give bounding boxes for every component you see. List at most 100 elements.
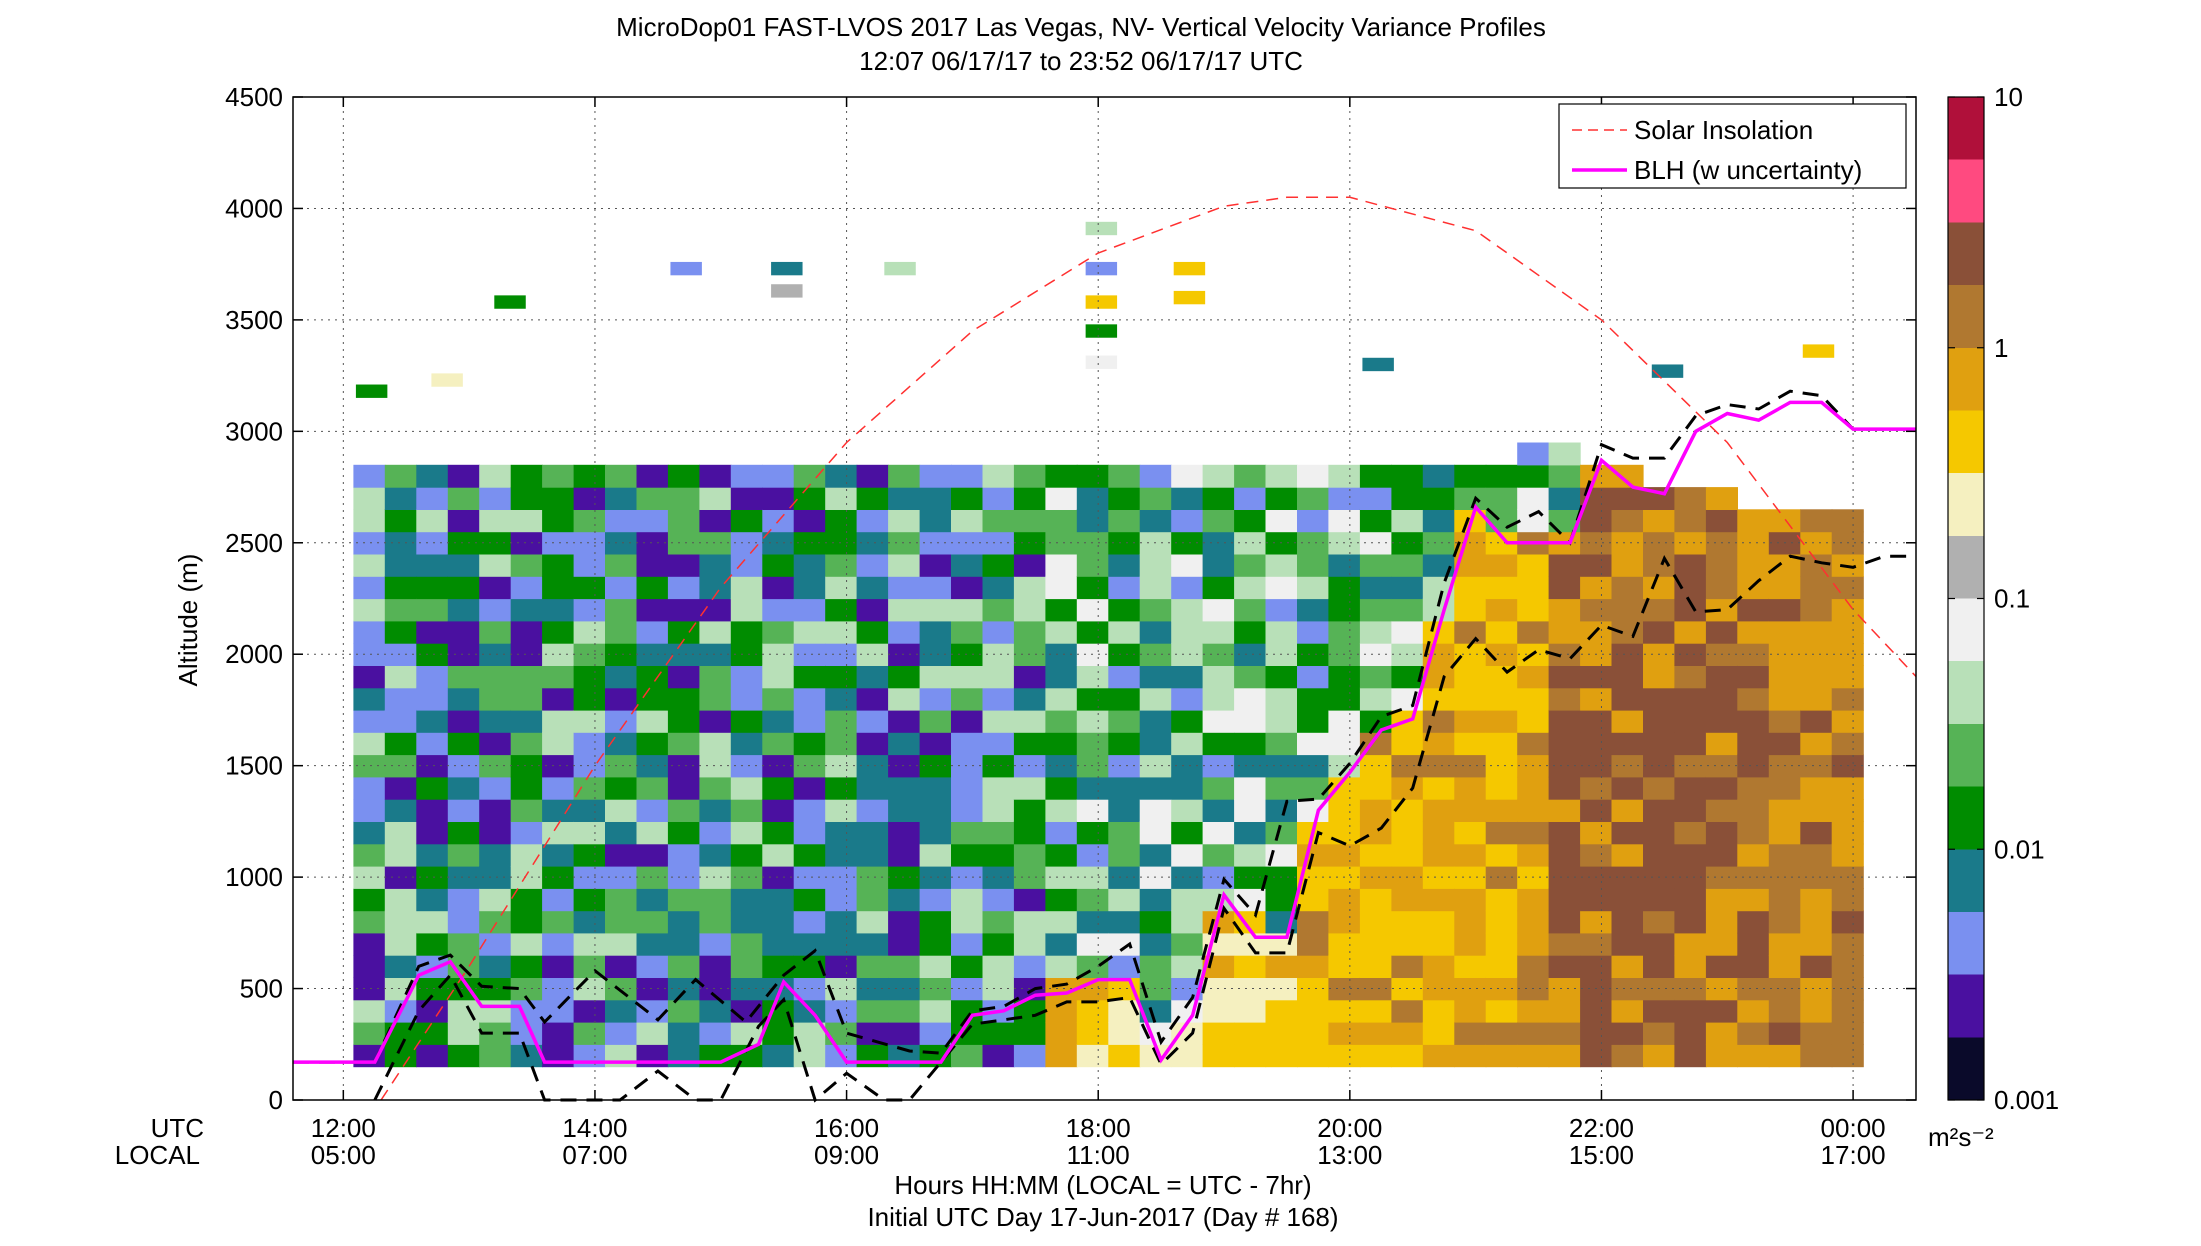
heatmap-cell	[825, 598, 858, 622]
x-tick-label-local: 15:00	[1569, 1140, 1634, 1170]
heatmap-cell	[1391, 732, 1424, 756]
heatmap-cell	[573, 888, 606, 912]
heatmap-cell	[416, 687, 449, 711]
heatmap-cell	[951, 866, 984, 889]
heatmap-cell	[1611, 776, 1644, 800]
heatmap-cell	[542, 776, 575, 800]
heatmap-cell	[416, 531, 449, 555]
heatmap-cell	[1548, 598, 1581, 622]
heatmap-cell	[1328, 553, 1361, 577]
heatmap-cell	[1297, 999, 1330, 1023]
heatmap-cell	[1076, 821, 1109, 845]
heatmap-cell	[1328, 709, 1361, 733]
heatmap-cell	[1485, 843, 1518, 867]
heatmap-cell	[982, 754, 1015, 778]
heatmap-cell	[1297, 643, 1330, 666]
heatmap-cell	[1328, 687, 1361, 711]
heatmap-cell	[1076, 598, 1109, 622]
heatmap-cell	[1800, 799, 1833, 822]
heatmap-cell	[1517, 932, 1550, 956]
heatmap-cell	[447, 531, 480, 555]
heatmap-cell	[447, 709, 480, 733]
heatmap-cell	[384, 843, 417, 867]
heatmap-cell	[1045, 576, 1078, 600]
heatmap-cell	[510, 687, 543, 711]
heatmap-cell	[384, 464, 417, 488]
heatmap-cell	[447, 1022, 480, 1045]
heatmap-cell	[1705, 888, 1738, 912]
heatmap-cell	[1234, 665, 1267, 689]
heatmap-cell	[1800, 910, 1833, 934]
heatmap-cell	[1800, 1044, 1833, 1068]
heatmap-cell	[1674, 999, 1707, 1023]
heatmap-cell	[1076, 576, 1109, 600]
heatmap-cell	[1705, 843, 1738, 867]
heatmap-cell	[1580, 999, 1613, 1023]
heatmap-cell	[479, 1044, 512, 1068]
heatmap-cell	[888, 620, 921, 644]
heatmap-cell	[1422, 665, 1455, 689]
heatmap-cell	[1171, 665, 1204, 689]
heatmap-cell	[699, 487, 732, 510]
heatmap-cell	[573, 620, 606, 644]
heatmap-cell	[1045, 866, 1078, 889]
heatmap-cell	[1234, 487, 1267, 510]
heatmap-cell	[1328, 732, 1361, 756]
heatmap-cell	[1076, 709, 1109, 733]
heatmap-cell	[1800, 821, 1833, 845]
heatmap-cell	[856, 754, 889, 778]
heatmap-cell	[384, 709, 417, 733]
solar-insolation-line	[380, 196, 1917, 1101]
heatmap-cell	[1265, 776, 1298, 800]
heatmap-cell	[919, 531, 952, 555]
heatmap-cell	[1328, 509, 1361, 533]
heatmap-cell	[1705, 955, 1738, 978]
heatmap-cell	[416, 732, 449, 756]
heatmap-cell	[1831, 709, 1864, 733]
heatmap-cell	[951, 732, 984, 756]
heatmap-cell	[1297, 709, 1330, 733]
heatmap-cell	[667, 732, 700, 756]
heatmap-cell	[825, 531, 858, 555]
heatmap-cell	[1108, 576, 1141, 600]
heatmap-cell	[510, 576, 543, 600]
heatmap-cell	[982, 843, 1015, 867]
heatmap-cell	[919, 754, 952, 778]
heatmap-cell	[951, 977, 984, 1001]
heatmap-cell	[1171, 1022, 1204, 1045]
heatmap-cell	[1517, 687, 1550, 711]
heatmap-cell	[1611, 643, 1644, 666]
heatmap-cell	[1674, 576, 1707, 600]
heatmap-cell	[353, 687, 386, 711]
heatmap-cell	[1643, 955, 1676, 978]
heatmap-cell	[951, 665, 984, 689]
heatmap-cell	[667, 799, 700, 822]
heatmap-cell	[384, 598, 417, 622]
heatmap-cell	[510, 977, 543, 1001]
heatmap-cell	[888, 665, 921, 689]
heatmap-cell	[1359, 977, 1392, 1001]
heatmap-cell	[447, 687, 480, 711]
heatmap-cell	[384, 888, 417, 912]
heatmap-cell	[1359, 999, 1392, 1023]
heatmap-cell	[542, 709, 575, 733]
heatmap-cell	[1580, 821, 1613, 845]
heatmap-cell	[1705, 932, 1738, 956]
heatmap-cell	[951, 776, 984, 800]
heatmap-cell	[605, 531, 638, 555]
heatmap-cell	[1422, 553, 1455, 577]
heatmap-cell	[1139, 487, 1172, 510]
heatmap-cell	[1485, 799, 1518, 822]
y-tick-label: 2000	[225, 639, 283, 669]
heatmap-cell	[793, 955, 826, 978]
heatmap-cell	[1611, 531, 1644, 555]
heatmap-cell	[1359, 464, 1392, 488]
heatmap-cell	[1737, 665, 1770, 689]
heatmap-cell	[1139, 776, 1172, 800]
blh-line	[293, 400, 1916, 1064]
heatmap-cell	[1611, 843, 1644, 867]
heatmap-cell	[1108, 620, 1141, 644]
heatmap-cell	[825, 464, 858, 488]
heatmap-cell	[982, 888, 1015, 912]
heatmap-cell	[1802, 344, 1835, 358]
